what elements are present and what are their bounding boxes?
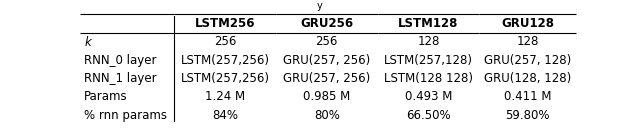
Text: y: y [317, 1, 323, 11]
